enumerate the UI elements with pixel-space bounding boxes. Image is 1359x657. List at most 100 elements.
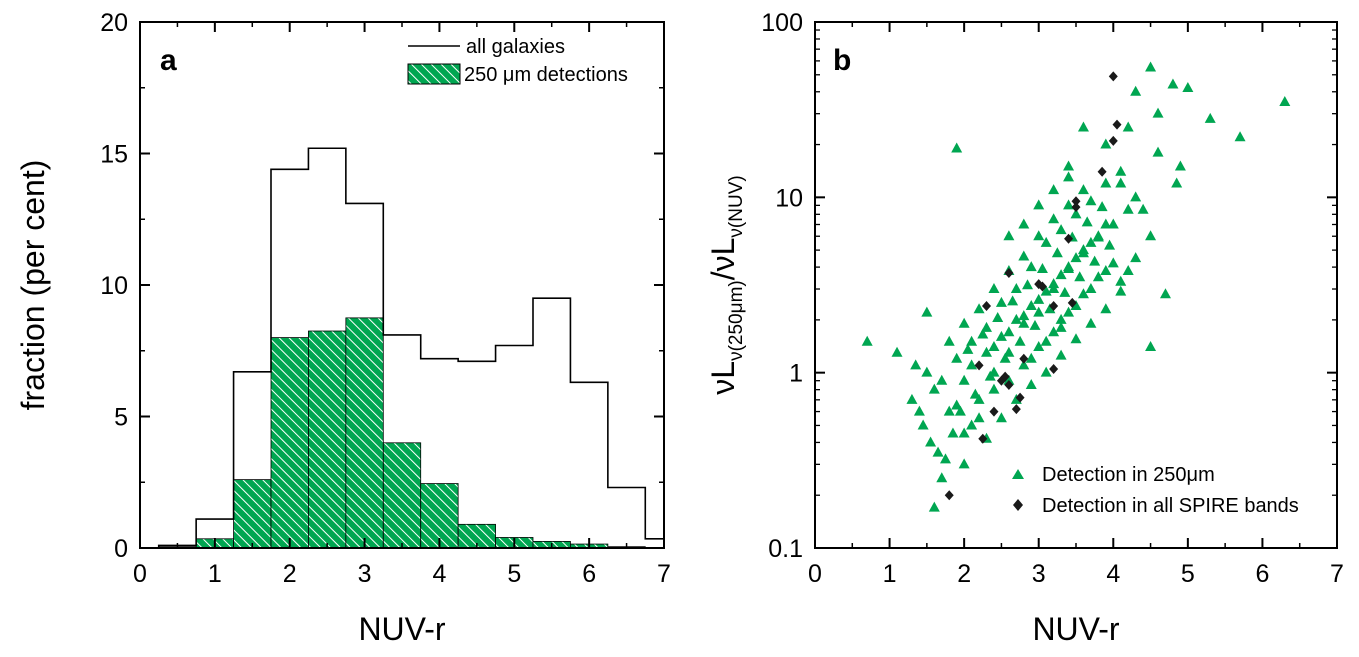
data-point-250um bbox=[947, 427, 959, 438]
data-point-250um bbox=[1145, 61, 1157, 72]
y-title-sub1: ν(250μm) bbox=[726, 280, 747, 361]
data-point-250um bbox=[966, 335, 978, 346]
data-point-250um bbox=[973, 303, 985, 314]
data-point-250um bbox=[1115, 177, 1127, 188]
legend-marker-triangle bbox=[1012, 469, 1024, 479]
data-point-250um bbox=[943, 335, 955, 346]
data-point-250um bbox=[1003, 346, 1015, 357]
y-tick-label-b: 10 bbox=[775, 184, 803, 212]
data-point-250um bbox=[906, 393, 918, 404]
data-point-250um bbox=[910, 359, 922, 370]
data-point-250um bbox=[1055, 321, 1067, 332]
data-point-spire bbox=[1037, 281, 1047, 292]
data-point-250um bbox=[1204, 112, 1216, 123]
data-point-spire bbox=[1064, 233, 1074, 244]
data-point-250um bbox=[1070, 208, 1082, 219]
data-point-250um bbox=[1130, 252, 1142, 263]
x-tick-label-b: 3 bbox=[1032, 560, 1046, 588]
legend-label-250um-detection: Detection in 250μm bbox=[1042, 464, 1215, 486]
data-point-250um bbox=[951, 142, 963, 153]
data-point-250um bbox=[1100, 303, 1112, 314]
detection-bar bbox=[233, 479, 272, 549]
histogram-area bbox=[157, 147, 665, 549]
data-point-250um bbox=[1122, 203, 1134, 214]
x-tick-label-a: 4 bbox=[432, 560, 446, 588]
x-tick-label-b: 5 bbox=[1181, 560, 1195, 588]
data-point-250um bbox=[1070, 333, 1082, 344]
data-point-250um bbox=[1055, 349, 1067, 360]
axis-ticks-a: 0 1 2 3 4 5 6 7 0 5 10 15 20 bbox=[100, 9, 671, 588]
data-point-spire bbox=[1049, 363, 1059, 374]
data-point-250um bbox=[992, 312, 1004, 323]
data-point-250um bbox=[1014, 335, 1026, 346]
data-point-250um bbox=[958, 317, 970, 328]
data-point-250um bbox=[1152, 146, 1164, 157]
detection-bar bbox=[420, 483, 459, 549]
y-title-mid: /νL bbox=[705, 238, 741, 281]
data-point-250um bbox=[1063, 171, 1075, 182]
data-point-250um bbox=[928, 501, 940, 512]
axis-ticks-b: 0 1 2 3 4 5 6 7 0.1 1 10 100 bbox=[761, 9, 1344, 588]
data-point-spire bbox=[989, 406, 999, 417]
data-point-spire bbox=[982, 301, 992, 312]
data-point-250um bbox=[1234, 131, 1246, 142]
detection-bar bbox=[382, 442, 422, 549]
data-point-250um bbox=[1070, 300, 1082, 311]
data-point-250um bbox=[1040, 236, 1052, 247]
data-point-spire bbox=[978, 433, 988, 444]
scatter-points bbox=[861, 61, 1291, 512]
data-point-250um bbox=[1089, 255, 1101, 266]
y-title-sub2: ν(NUV) bbox=[726, 175, 747, 237]
data-point-250um bbox=[1025, 352, 1037, 363]
data-point-250um bbox=[995, 330, 1007, 341]
data-point-250um bbox=[1182, 82, 1194, 93]
data-point-250um bbox=[913, 405, 925, 416]
data-point-spire bbox=[1015, 392, 1025, 403]
data-point-250um bbox=[1122, 121, 1134, 132]
data-point-250um bbox=[936, 374, 948, 385]
data-point-250um bbox=[962, 343, 974, 354]
data-point-250um bbox=[1167, 78, 1179, 89]
data-point-250um bbox=[1092, 271, 1104, 282]
data-point-spire bbox=[1108, 135, 1118, 146]
x-tick-label-a: 3 bbox=[358, 560, 372, 588]
data-point-250um bbox=[1100, 218, 1112, 229]
data-point-spire bbox=[1049, 301, 1059, 312]
data-point-250um bbox=[1033, 293, 1045, 304]
all-galaxies-outline bbox=[157, 147, 665, 548]
data-point-250um bbox=[1048, 278, 1060, 289]
detection-bar bbox=[345, 317, 384, 549]
panel-label-a: a bbox=[160, 44, 177, 77]
y-tick-label-b: 100 bbox=[761, 9, 803, 37]
y-tick-label-a: 20 bbox=[100, 9, 128, 37]
data-point-250um bbox=[925, 436, 937, 447]
legend-label-spire-detection: Detection in all SPIRE bands bbox=[1042, 495, 1299, 517]
data-point-spire bbox=[1071, 202, 1081, 213]
data-point-250um bbox=[1033, 230, 1045, 241]
data-point-250um bbox=[1033, 306, 1045, 317]
data-point-250um bbox=[999, 352, 1011, 363]
x-axis-title-a: NUV-r bbox=[358, 611, 445, 647]
data-point-250um bbox=[891, 346, 903, 357]
data-point-250um bbox=[1007, 295, 1019, 306]
y-axis-title-a: fraction (per cent) bbox=[15, 160, 51, 411]
x-axis-title-b: NUV-r bbox=[1032, 611, 1119, 647]
data-point-250um bbox=[958, 427, 970, 438]
data-point-250um bbox=[1033, 341, 1045, 352]
data-point-250um bbox=[1085, 317, 1097, 328]
data-point-250um bbox=[1107, 218, 1119, 229]
data-point-250um bbox=[969, 388, 981, 399]
x-tick-label-b: 0 bbox=[808, 560, 822, 588]
data-point-250um bbox=[1115, 165, 1127, 176]
data-point-250um bbox=[1077, 288, 1089, 299]
data-point-250um bbox=[951, 399, 963, 410]
data-point-spire bbox=[944, 490, 954, 501]
x-tick-label-b: 7 bbox=[1330, 560, 1344, 588]
legend-b: Detection in 250μm Detection in all SPIR… bbox=[1012, 464, 1299, 517]
data-point-250um bbox=[1171, 177, 1183, 188]
x-tick-label-b: 6 bbox=[1255, 560, 1269, 588]
data-point-250um bbox=[1145, 230, 1157, 241]
data-point-250um bbox=[1174, 160, 1186, 171]
x-tick-label-a: 0 bbox=[133, 560, 147, 588]
